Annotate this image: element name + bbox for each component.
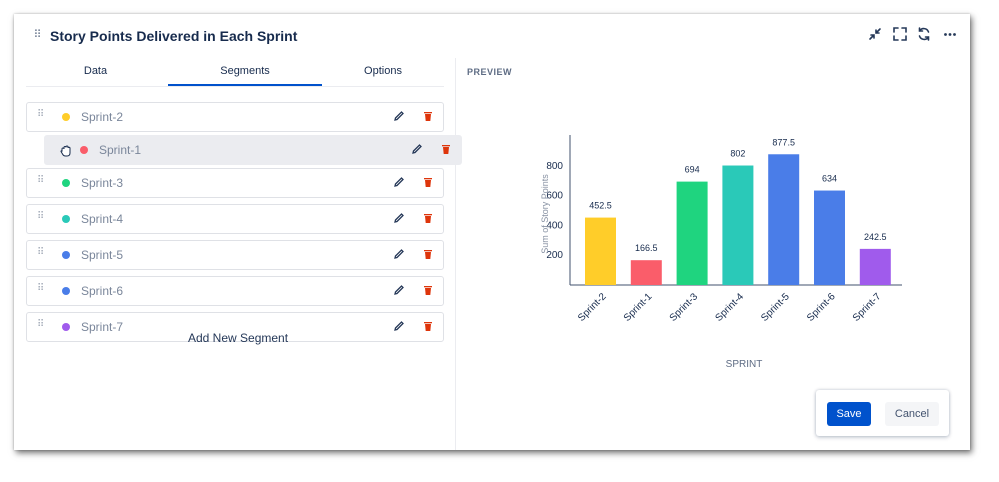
tab-segments[interactable]: Segments	[168, 58, 322, 86]
segments-editor: Data Segments Options ⠿ Sprint-2 Sprint-…	[14, 58, 462, 450]
x-tick-label: Sprint-2	[576, 291, 609, 324]
segment-color-dot	[80, 146, 88, 154]
segment-label: Sprint-1	[99, 143, 142, 157]
row-drag-handle-icon[interactable]: ⠿	[37, 211, 44, 222]
data-label: 452.5	[589, 201, 612, 211]
add-segment-button[interactable]: Add New Segment	[188, 331, 289, 345]
segment-color-dot	[62, 323, 70, 331]
save-dialog: Save Cancel	[816, 390, 949, 436]
bar-sprint-5	[768, 154, 800, 285]
widget-title: Story Points Delivered in Each Sprint	[50, 28, 298, 44]
tab-options[interactable]: Options	[364, 65, 402, 77]
segment-label: Sprint-7	[81, 320, 124, 334]
cancel-button[interactable]: Cancel	[885, 402, 939, 426]
y-tick-label: 400	[546, 220, 563, 231]
segment-row[interactable]: ⠿ Sprint-6	[26, 276, 444, 306]
delete-icon[interactable]	[422, 110, 434, 122]
bar-sprint-7	[859, 248, 891, 285]
x-axis-title: SPRINT	[726, 359, 763, 370]
segment-label: Sprint-2	[81, 110, 124, 124]
x-tick-label: Sprint-7	[851, 291, 884, 324]
segment-color-dot	[62, 179, 70, 187]
y-tick-label: 600	[546, 191, 563, 202]
y-axis-title: Sum of Story Points	[540, 174, 550, 254]
bar-sprint-4	[722, 165, 754, 285]
x-tick-label: Sprint-1	[622, 291, 655, 324]
segment-color-dot	[62, 287, 70, 295]
save-button[interactable]: Save	[827, 402, 871, 426]
x-tick-label: Sprint-3	[668, 291, 701, 324]
more-options-icon[interactable]	[942, 26, 958, 42]
segment-label: Sprint-5	[81, 248, 124, 262]
delete-icon[interactable]	[422, 176, 434, 188]
row-drag-handle-icon[interactable]: ⠿	[37, 109, 44, 120]
widget-panel: ⠿ Story Points Delivered in Each Sprint …	[14, 14, 970, 450]
refresh-icon[interactable]	[916, 26, 932, 42]
edit-icon[interactable]	[393, 320, 405, 332]
bar-sprint-6	[814, 190, 845, 285]
y-tick-label: 800	[546, 161, 563, 172]
edit-icon[interactable]	[393, 212, 405, 224]
delete-icon[interactable]	[422, 248, 434, 260]
bar-sprint-2	[585, 217, 616, 285]
data-label: 877.5	[772, 137, 795, 147]
edit-icon[interactable]	[393, 284, 405, 296]
grab-cursor-icon	[59, 144, 73, 158]
delete-icon[interactable]	[440, 143, 452, 155]
segment-color-dot	[62, 251, 70, 259]
data-label: 802	[730, 149, 745, 159]
segment-row[interactable]: ⠿ Sprint-3	[26, 168, 444, 198]
segment-color-dot	[62, 215, 70, 223]
delete-icon[interactable]	[422, 320, 434, 332]
fullscreen-icon[interactable]	[892, 26, 908, 42]
segment-row[interactable]: ⠿ Sprint-5	[26, 240, 444, 270]
segment-label: Sprint-6	[81, 284, 124, 298]
y-tick-label: 200	[546, 250, 563, 261]
preview-label: PREVIEW	[467, 67, 513, 77]
tab-data[interactable]: Data	[83, 65, 108, 77]
row-drag-handle-icon[interactable]: ⠿	[37, 175, 44, 186]
delete-icon[interactable]	[422, 284, 434, 296]
edit-icon[interactable]	[411, 143, 423, 155]
bar-chart: 200 400 600 800 452.5 Sprint-2 166.5 Sprint-1 69…	[540, 135, 902, 370]
x-tick-label: Sprint-6	[805, 291, 838, 324]
edit-icon[interactable]	[393, 176, 405, 188]
tab-bar: Data Segments Options	[26, 58, 444, 87]
segment-row-dragging[interactable]: Sprint-1	[44, 135, 462, 165]
row-drag-handle-icon[interactable]: ⠿	[37, 247, 44, 258]
delete-icon[interactable]	[422, 212, 434, 224]
segment-label: Sprint-4	[81, 212, 124, 226]
edit-icon[interactable]	[393, 248, 405, 260]
row-drag-handle-icon[interactable]: ⠿	[37, 283, 44, 294]
segment-color-dot	[62, 113, 70, 121]
data-label: 166.5	[635, 243, 658, 253]
bar-sprint-1	[630, 260, 662, 285]
minimize-icon[interactable]	[867, 26, 883, 42]
segment-row[interactable]: ⠿ Sprint-2	[26, 102, 444, 132]
x-tick-label: Sprint-5	[759, 291, 792, 324]
data-label: 694	[685, 165, 700, 175]
widget-drag-handle-icon[interactable]: ⠿	[33, 29, 41, 41]
bar-sprint-3	[676, 181, 708, 285]
panel-divider	[455, 58, 456, 450]
x-tick-label: Sprint-4	[713, 291, 746, 324]
segment-row[interactable]: ⠿ Sprint-4	[26, 204, 444, 234]
edit-icon[interactable]	[393, 110, 405, 122]
row-drag-handle-icon[interactable]: ⠿	[37, 319, 44, 330]
segment-label: Sprint-3	[81, 176, 124, 190]
data-label: 242.5	[864, 232, 887, 242]
data-label: 634	[822, 174, 837, 184]
segment-row[interactable]: ⠿ Sprint-7	[26, 312, 444, 342]
